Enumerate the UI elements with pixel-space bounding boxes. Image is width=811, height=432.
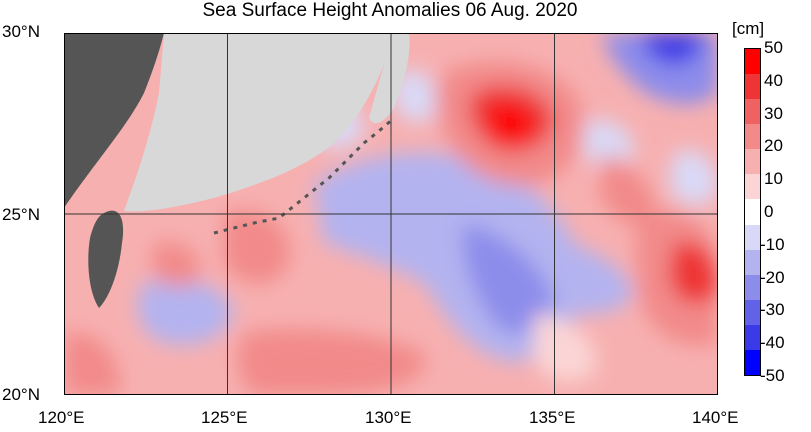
colorbar-tick-label: -20: [760, 267, 785, 287]
lon-label-120e: 120°E: [38, 408, 85, 427]
colorbar-segment: [745, 274, 760, 301]
colorbar-segment: [745, 199, 760, 226]
lat-label-25n: 25°N: [2, 205, 40, 224]
colorbar-tick-label: -50: [760, 366, 785, 385]
colorbar-segment: [745, 174, 760, 200]
colorbar-tick-label: -10: [760, 234, 785, 254]
colorbar-tick-label: -30: [760, 300, 785, 320]
colorbar-segment: [745, 74, 760, 100]
colorbar-segment: [745, 249, 760, 276]
colorbar-tick-label: 30: [764, 103, 783, 123]
colorbar-segment: [745, 124, 760, 150]
map-border: [64, 33, 718, 395]
colorbar-segment: [745, 224, 760, 251]
lon-label-125e: 125°E: [201, 408, 248, 427]
land-mask: [124, 33, 394, 212]
lon-label-135e: 135°E: [529, 408, 576, 427]
kyushu-coast: [369, 33, 410, 124]
lat-label-20n: 20°N: [2, 385, 40, 404]
lon-label-130e: 130°E: [365, 408, 412, 427]
colorbar-tick-label: 0: [764, 202, 774, 221]
colorbar-segment: [745, 349, 760, 376]
colorbar-tick-label: 10: [764, 169, 783, 189]
colorbar-tick-label: 40: [764, 70, 783, 90]
ssh-anomaly-map: [64, 33, 718, 395]
colorbar-segment: [745, 149, 760, 175]
colorbar-tick-label: -40: [760, 333, 785, 353]
colorbar-tick-label: 20: [764, 136, 783, 156]
taiwan-island: [88, 210, 124, 308]
map-title: Sea Surface Height Anomalies 06 Aug. 202…: [202, 0, 578, 21]
ryukyu-islands: [213, 116, 395, 235]
china-mainland: [64, 33, 164, 208]
colorbar-segment: [745, 299, 760, 326]
colorbar-segment: [745, 324, 760, 351]
lon-label-140e: 140°E: [692, 408, 739, 427]
colorbar-unit: [cm]: [732, 19, 765, 38]
colorbar-segment: [745, 99, 760, 125]
colorbar-segment: [745, 49, 760, 75]
lat-label-30n: 30°N: [2, 22, 40, 41]
colorbar: [744, 48, 761, 376]
graticule: [64, 33, 718, 395]
colorbar-tick-label: 50: [764, 38, 783, 57]
